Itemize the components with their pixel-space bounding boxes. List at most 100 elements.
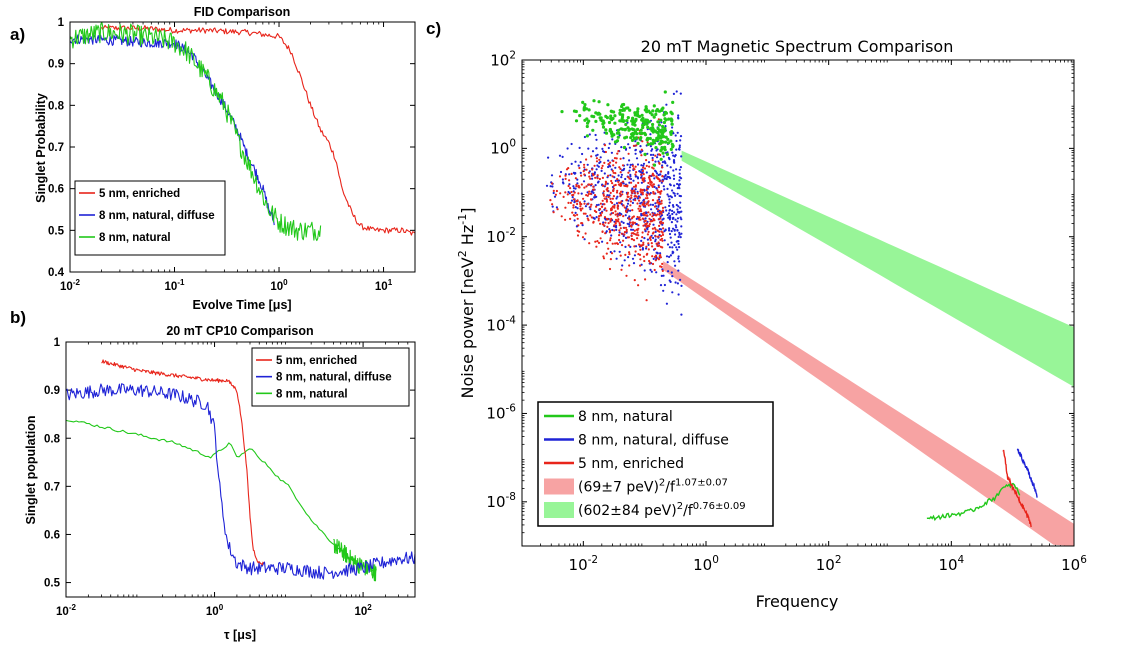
scatter-point: [584, 205, 588, 208]
scatter-point: [652, 104, 656, 108]
series-line-5nm-enriched: [101, 24, 416, 236]
legend-part: (602±84 peV): [578, 503, 677, 519]
scatter-point: [648, 165, 651, 168]
scatter-point: [641, 193, 644, 196]
scatter-point: [638, 216, 641, 219]
scatter-point: [647, 248, 650, 251]
scatter-point: [672, 205, 675, 208]
scatter-point: [572, 204, 575, 207]
scatter-point: [591, 128, 595, 132]
scatter-point: [675, 168, 678, 171]
scatter-point: [613, 250, 616, 253]
scatter-point: [680, 284, 683, 287]
scatter-point: [668, 208, 672, 211]
scatter-point: [618, 214, 622, 217]
scatter-point: [604, 131, 609, 135]
scatter-point: [650, 181, 653, 184]
scatter-point: [670, 271, 673, 274]
scatter-point: [636, 231, 639, 234]
scatter-point: [552, 189, 555, 192]
scatter-point: [584, 232, 587, 235]
scatter-point: [633, 111, 637, 115]
scatter-point: [625, 230, 628, 233]
scatter-point: [638, 209, 641, 213]
scatter-point: [635, 195, 638, 198]
scatter-point: [609, 197, 612, 200]
y-tick-label: 0.9: [44, 385, 60, 397]
scatter-point: [551, 185, 554, 188]
scatter-point: [639, 244, 642, 247]
scatter-point: [623, 259, 626, 262]
scatter-point: [662, 227, 665, 230]
scatter-point: [620, 244, 624, 247]
scatter-point: [654, 154, 657, 157]
scatter-point: [649, 268, 652, 271]
scatter-point: [560, 215, 563, 218]
x-tick-exp: -2: [69, 603, 77, 612]
scatter-point: [608, 267, 612, 271]
scatter-point: [629, 245, 632, 248]
scatter-point: [593, 194, 597, 197]
scatter-point: [630, 127, 634, 131]
scatter-point: [622, 182, 625, 185]
scatter-point: [649, 145, 653, 148]
scatter-point: [665, 103, 668, 106]
scatter-point: [661, 161, 665, 164]
scatter-point: [643, 259, 646, 263]
scatter-point: [652, 257, 655, 260]
scatter-point: [675, 213, 678, 216]
scatter-point: [640, 239, 643, 242]
y-tick-exp: 2: [509, 49, 516, 61]
scatter-point: [654, 202, 657, 205]
x-tick-base: 10: [354, 606, 367, 618]
scatter-point: [607, 159, 610, 162]
scatter-point: [676, 220, 679, 223]
scatter-point: [639, 190, 642, 193]
scatter-point: [610, 179, 613, 183]
y-label-pre: Noise power [neV: [458, 257, 477, 398]
scatter-point: [646, 185, 650, 189]
scatter-point: [623, 226, 626, 229]
scatter-point: [602, 221, 605, 224]
scatter-point: [674, 134, 677, 137]
scatter-point: [675, 203, 678, 207]
scatter-point: [609, 116, 613, 121]
y-tick-label: 10-6: [486, 403, 516, 423]
scatter-point: [587, 147, 590, 150]
scatter-point: [598, 215, 601, 218]
scatter-point: [578, 201, 582, 204]
scatter-point: [626, 116, 630, 120]
legend-box: [251, 347, 410, 407]
scatter-point: [575, 199, 578, 203]
scatter-point: [662, 185, 665, 188]
scatter-point: [655, 242, 658, 245]
scatter-point: [660, 212, 663, 215]
scatter-point: [642, 178, 645, 181]
scatter-point: [661, 239, 664, 242]
y-tick-exp: -2: [506, 226, 516, 238]
scatter-point: [674, 218, 677, 221]
scatter-point: [644, 105, 648, 109]
scatter-point: [589, 205, 592, 208]
scatter-point: [674, 194, 677, 197]
scatter-point: [648, 259, 651, 263]
scatter-point: [556, 208, 559, 211]
scatter-point: [627, 152, 630, 155]
scatter-point: [670, 230, 673, 233]
scatter-point: [631, 164, 635, 167]
scatter-point: [661, 180, 664, 183]
scatter-point: [599, 156, 602, 159]
scatter-point: [628, 215, 631, 218]
plot-frame: [69, 21, 416, 273]
scatter-point: [576, 234, 580, 237]
scatter-point: [623, 206, 626, 209]
x-axis-label: Evolve Time [μs]: [192, 298, 291, 312]
chart-title: FID Comparison: [194, 5, 291, 19]
x-tick-base: 10: [1061, 556, 1080, 574]
scatter-point: [658, 211, 661, 214]
scatter-point: [634, 140, 637, 143]
scatter-point: [669, 184, 672, 187]
scatter-point: [661, 246, 664, 249]
scatter-point: [586, 215, 589, 218]
x-tick-label: 10-2: [56, 603, 76, 618]
